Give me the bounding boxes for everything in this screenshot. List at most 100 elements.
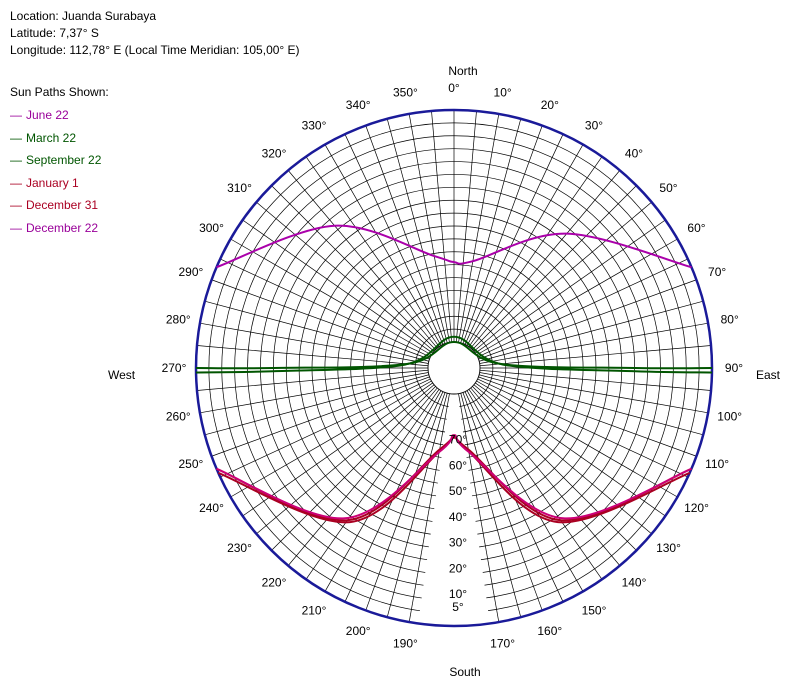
azimuth-line [271, 185, 436, 350]
azimuth-label: 340° [346, 98, 371, 112]
azimuth-label: 40° [625, 147, 643, 161]
azimuth-label: 170° [490, 637, 515, 651]
sun-path-line [216, 434, 692, 520]
zenith-hole [427, 341, 481, 395]
east-label: East [756, 368, 781, 382]
azimuth-line [287, 170, 438, 349]
azimuth-line [305, 389, 440, 580]
azimuth-line [230, 238, 432, 356]
azimuth-label: 220° [262, 576, 287, 590]
azimuth-line [204, 300, 429, 362]
altitude-label: 5° [452, 600, 464, 614]
azimuth-label: 140° [622, 576, 647, 590]
south-label: South [449, 665, 480, 679]
azimuth-line [466, 390, 584, 592]
azimuth-line [473, 201, 652, 352]
azimuth-line [211, 376, 430, 457]
legend-line-icon: — [10, 153, 22, 167]
azimuth-line [196, 369, 429, 391]
azimuth-line [324, 390, 442, 592]
azimuth-label: 80° [721, 312, 739, 326]
azimuth-label: 210° [302, 604, 327, 618]
azimuth-line [199, 322, 429, 364]
legend-item: — December 31 [10, 194, 109, 217]
azimuth-line [386, 393, 448, 618]
legend-label: December 22 [26, 220, 99, 235]
azimuth-line [478, 279, 697, 360]
sun-path-line [195, 335, 713, 374]
azimuth-label: 150° [582, 604, 607, 618]
azimuth-line [470, 387, 621, 566]
azimuth-line [476, 380, 678, 498]
azimuth-label: 290° [178, 265, 203, 279]
azimuth-label: 50° [659, 181, 677, 195]
azimuth-line [256, 384, 435, 535]
azimuth-label: 10° [494, 85, 512, 99]
site-info: Location: Juanda Surabaya Latitude: 7,37… [10, 8, 300, 59]
longitude-text: Longitude: 112,78° E (Local Time Meridia… [10, 43, 300, 57]
azimuth-line [460, 393, 522, 618]
legend-line-icon: — [10, 108, 22, 122]
azimuth-line [458, 113, 500, 343]
azimuth-label: 60° [687, 221, 705, 235]
azimuth-line [479, 369, 712, 391]
azimuth-line [462, 392, 543, 611]
sun-path-line [216, 224, 692, 269]
latitude-text: Latitude: 7,37° S [10, 26, 99, 40]
azimuth-label: 330° [302, 119, 327, 133]
azimuth-line [386, 118, 448, 343]
azimuth-line [408, 393, 450, 623]
azimuth-line [220, 378, 431, 478]
sun-paths [195, 224, 713, 524]
azimuth-line [460, 118, 522, 343]
legend-line-icon: — [10, 220, 22, 235]
legend-line-icon: — [10, 198, 22, 212]
legend: Sun Paths Shown: — June 22 — March 22 — Septe… [10, 84, 109, 239]
legend-item: — March 22 [10, 127, 109, 150]
altitude-label: 70° [449, 433, 467, 447]
azimuth-line [230, 380, 432, 498]
azimuth-label: 230° [227, 541, 252, 555]
azimuth-line [365, 392, 446, 611]
azimuth-line [479, 372, 709, 414]
altitude-label: 60° [449, 458, 467, 472]
legend-label: June 22 [26, 108, 69, 122]
north-label: North [448, 64, 477, 78]
azimuth-label: 110° [705, 457, 729, 471]
location-text: Location: Juanda Surabaya [10, 9, 157, 23]
azimuth-line [242, 219, 433, 354]
altitude-label: 20° [449, 561, 467, 575]
azimuth-line [477, 258, 688, 358]
azimuth-line [324, 144, 442, 346]
azimuth-line [479, 345, 712, 367]
azimuth-line [458, 393, 500, 623]
legend-item: — December 22 [10, 217, 109, 240]
legend-label: December 31 [26, 198, 99, 212]
azimuth-line [479, 374, 704, 436]
azimuth-label: 350° [393, 85, 418, 99]
azimuth-label: 90° [725, 361, 743, 375]
azimuth-line [431, 110, 453, 343]
azimuth-label: 280° [166, 312, 191, 326]
azimuth-line [365, 125, 446, 344]
legend-header: Sun Paths Shown: [10, 85, 109, 99]
legend-label: September 22 [26, 153, 102, 167]
azimuth-line [468, 389, 603, 580]
azimuth-label: 260° [166, 410, 191, 424]
azimuth-line [271, 386, 436, 551]
altitude-label-sector [418, 393, 490, 626]
azimuth-label: 310° [227, 181, 252, 195]
azimuth-label: 20° [541, 98, 559, 112]
azimuth-label: 320° [262, 147, 287, 161]
legend-label: January 1 [26, 175, 79, 190]
legend-line-icon: — [10, 175, 22, 190]
azimuth-line [344, 391, 444, 602]
azimuth-line [464, 134, 564, 345]
azimuth-label: 30° [585, 119, 603, 133]
azimuth-label: 270° [162, 361, 187, 375]
azimuth-label: 200° [346, 624, 371, 638]
azimuth-line [479, 322, 709, 364]
azimuth-line [476, 238, 678, 356]
legend-line-icon: — [10, 130, 22, 145]
sun-path-line [216, 436, 692, 522]
